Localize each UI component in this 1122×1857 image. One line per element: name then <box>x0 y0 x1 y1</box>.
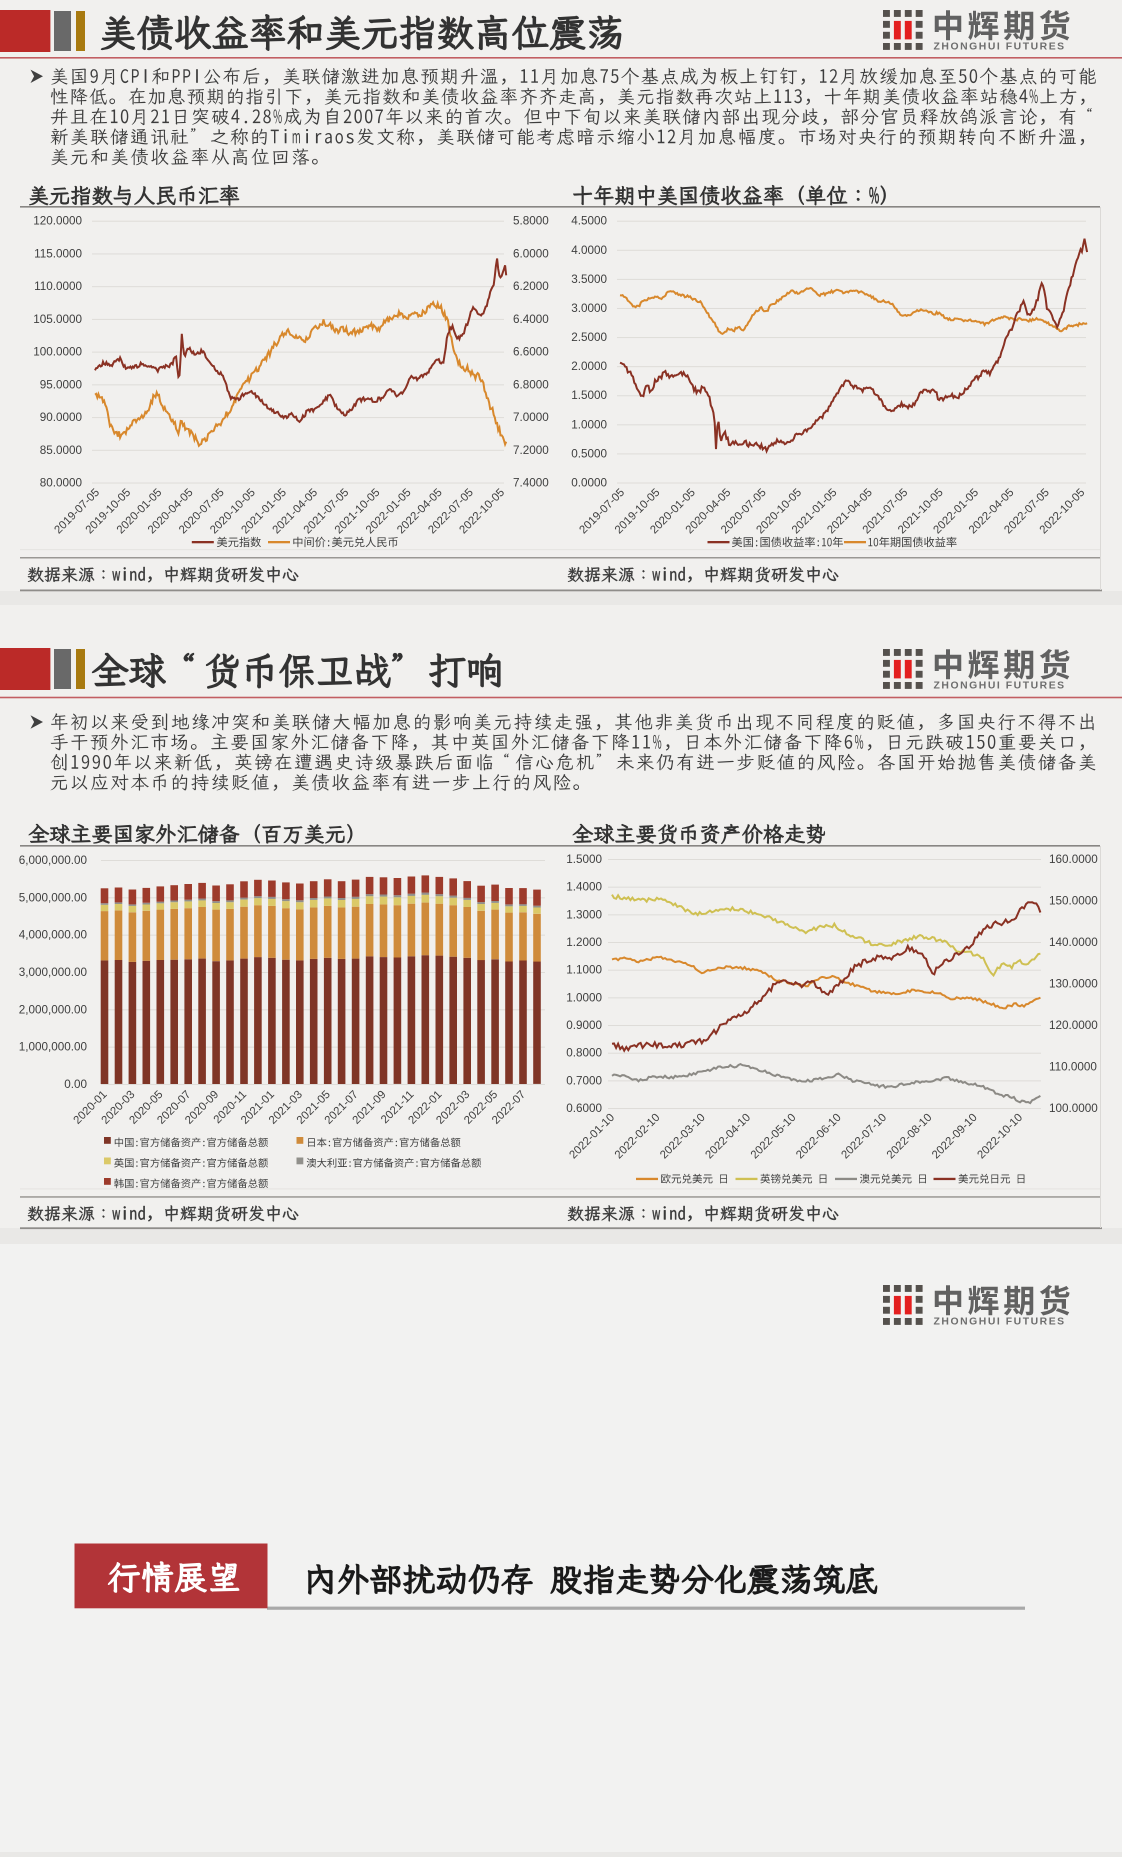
svg-text:3.0000: 3.0000 <box>571 302 607 315</box>
svg-text:140.0000: 140.0000 <box>1049 936 1098 949</box>
svg-text:0.7000: 0.7000 <box>566 1074 602 1087</box>
svg-text:5.8000: 5.8000 <box>513 215 549 228</box>
svg-text:ZHONGHUI FUTURES: ZHONGHUI FUTURES <box>934 42 1066 53</box>
svg-text:7.0000: 7.0000 <box>513 411 549 424</box>
svg-text:0.0000: 0.0000 <box>571 477 607 490</box>
svg-text:1.3000: 1.3000 <box>566 908 602 921</box>
svg-text:ZHONGHUI FUTURES: ZHONGHUI FUTURES <box>934 1317 1066 1328</box>
svg-text:0.8000: 0.8000 <box>566 1047 602 1060</box>
svg-text:3.5000: 3.5000 <box>571 273 607 286</box>
svg-text:1.2000: 1.2000 <box>566 936 602 949</box>
svg-text:80.0000: 80.0000 <box>40 477 83 490</box>
svg-text:7.2000: 7.2000 <box>513 444 549 457</box>
svg-text:1,000,000.00: 1,000,000.00 <box>19 1041 88 1054</box>
svg-text:2.5000: 2.5000 <box>571 331 607 344</box>
svg-text:1.4000: 1.4000 <box>566 881 602 894</box>
svg-text:85.0000: 85.0000 <box>40 444 83 457</box>
svg-text:110.0000: 110.0000 <box>1049 1061 1097 1074</box>
svg-text:6.6000: 6.6000 <box>513 346 549 359</box>
svg-text:95.0000: 95.0000 <box>40 378 83 391</box>
svg-text:0.6000: 0.6000 <box>566 1102 602 1115</box>
svg-text:120.0000: 120.0000 <box>33 215 82 228</box>
svg-text:6.2000: 6.2000 <box>513 280 549 293</box>
svg-text:105.0000: 105.0000 <box>33 313 82 326</box>
svg-text:3,000,000.00: 3,000,000.00 <box>19 966 88 979</box>
svg-text:0.9000: 0.9000 <box>566 1019 602 1032</box>
svg-text:ZHONGHUI FUTURES: ZHONGHUI FUTURES <box>934 681 1066 692</box>
svg-text:1.0000: 1.0000 <box>571 418 607 431</box>
svg-text:6.0000: 6.0000 <box>513 247 549 260</box>
svg-text:4.5000: 4.5000 <box>571 215 607 228</box>
svg-text:1.5000: 1.5000 <box>566 853 602 866</box>
svg-text:6.8000: 6.8000 <box>513 378 549 391</box>
svg-text:4,000,000.00: 4,000,000.00 <box>19 929 88 942</box>
svg-text:110.0000: 110.0000 <box>34 280 82 293</box>
svg-text:6.4000: 6.4000 <box>513 313 549 326</box>
svg-text:2.0000: 2.0000 <box>571 360 607 373</box>
svg-text:1.1000: 1.1000 <box>566 964 602 977</box>
svg-text:1.5000: 1.5000 <box>571 389 607 402</box>
svg-text:90.0000: 90.0000 <box>40 411 83 424</box>
svg-text:4.0000: 4.0000 <box>571 244 607 257</box>
svg-text:7.4000: 7.4000 <box>513 477 549 490</box>
svg-text:5,000,000.00: 5,000,000.00 <box>19 891 88 904</box>
svg-text:160.0000: 160.0000 <box>1049 853 1098 866</box>
svg-text:100.0000: 100.0000 <box>33 346 82 359</box>
svg-text:0.00: 0.00 <box>64 1078 87 1091</box>
svg-text:6,000,000.00: 6,000,000.00 <box>19 854 88 867</box>
svg-text:115.0000: 115.0000 <box>34 247 82 260</box>
svg-text:0.5000: 0.5000 <box>571 447 607 460</box>
svg-text:120.0000: 120.0000 <box>1049 1019 1098 1032</box>
svg-text:1.0000: 1.0000 <box>566 991 602 1004</box>
svg-text:130.0000: 130.0000 <box>1049 978 1098 991</box>
svg-text:2,000,000.00: 2,000,000.00 <box>19 1003 88 1016</box>
svg-text:150.0000: 150.0000 <box>1049 895 1098 908</box>
svg-text:100.0000: 100.0000 <box>1049 1102 1098 1115</box>
